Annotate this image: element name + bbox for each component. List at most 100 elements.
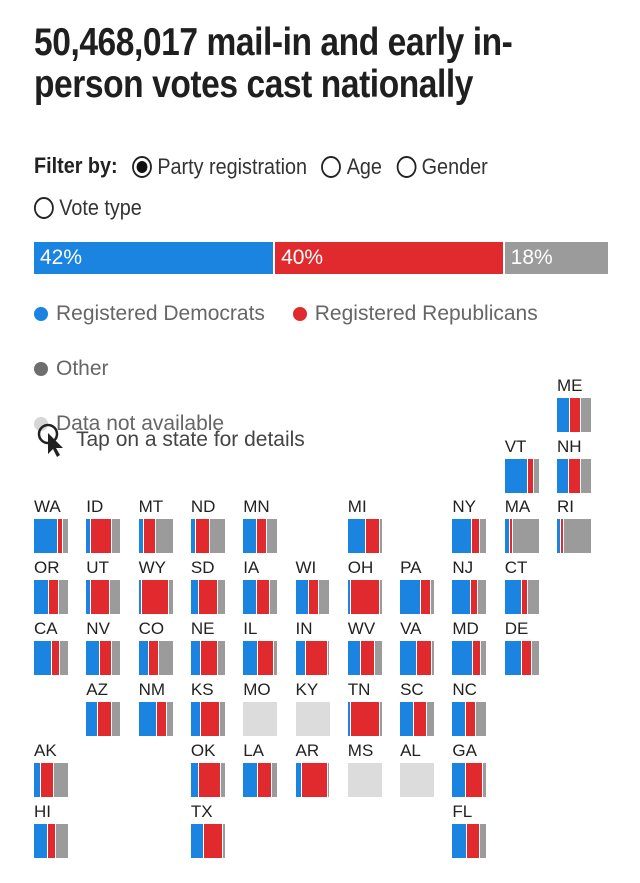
legend-item-not-available: Data not available bbox=[34, 397, 224, 451]
state-tile-ne[interactable]: NE bbox=[190, 619, 231, 675]
state-bar-other bbox=[327, 763, 330, 797]
state-bar-other bbox=[270, 580, 278, 614]
state-tile-az[interactable]: AZ bbox=[86, 680, 126, 736]
national-bar-label: 40% bbox=[281, 246, 324, 269]
state-tile-nd[interactable]: ND bbox=[190, 497, 231, 553]
state-tile-oh[interactable]: OH bbox=[347, 558, 388, 614]
state-label: SD bbox=[190, 558, 215, 577]
state-bar-not-available bbox=[400, 763, 435, 797]
state-tile-ri[interactable]: RI bbox=[557, 497, 597, 553]
state-bar-rep bbox=[509, 519, 514, 553]
filter-option-vote-type[interactable]: Vote type bbox=[34, 188, 142, 228]
state-tile-ks[interactable]: KS bbox=[190, 680, 231, 736]
state-tile-de[interactable]: DE bbox=[504, 619, 545, 675]
state-tile-la[interactable]: LA bbox=[243, 741, 283, 797]
state-tile-nv[interactable]: NV bbox=[86, 619, 126, 675]
filter-option-party[interactable]: Party registration bbox=[132, 147, 307, 187]
state-bar-dem bbox=[295, 763, 303, 797]
state-tile-ny[interactable]: NY bbox=[452, 497, 492, 553]
state-bar bbox=[504, 519, 539, 553]
state-tile-ms[interactable]: MS bbox=[347, 741, 388, 797]
state-label: NV bbox=[86, 619, 110, 638]
state-bar-dem bbox=[400, 641, 418, 675]
state-label: GA bbox=[452, 741, 477, 760]
state-tile-vt[interactable]: VT bbox=[504, 437, 545, 493]
state-tile-nc[interactable]: NC bbox=[452, 680, 492, 736]
state-bar bbox=[190, 519, 225, 553]
state-label: MO bbox=[243, 680, 271, 699]
state-bar bbox=[557, 459, 591, 493]
state-tile-mo[interactable]: MO bbox=[243, 680, 283, 736]
state-tile-me[interactable]: ME bbox=[557, 376, 597, 432]
state-tile-mt[interactable]: MT bbox=[138, 497, 179, 553]
state-tile-ga[interactable]: GA bbox=[452, 741, 492, 797]
state-bar-dem bbox=[190, 702, 202, 736]
state-bar bbox=[347, 519, 382, 553]
legend-item-other: Other bbox=[34, 342, 109, 396]
state-bar-rep bbox=[309, 580, 319, 614]
state-bar-dem bbox=[243, 580, 258, 614]
state-bar bbox=[138, 641, 173, 675]
state-tile-nm[interactable]: NM bbox=[138, 680, 179, 736]
state-bar-rep bbox=[201, 641, 219, 675]
radio-icon[interactable] bbox=[396, 156, 417, 179]
state-tile-il[interactable]: IL bbox=[243, 619, 283, 675]
state-tile-ky[interactable]: KY bbox=[295, 680, 336, 736]
state-tile-al[interactable]: AL bbox=[400, 741, 440, 797]
state-tile-wv[interactable]: WV bbox=[347, 619, 388, 675]
state-tile-in[interactable]: IN bbox=[295, 619, 336, 675]
state-bar-other bbox=[110, 580, 121, 614]
legend-dot-icon bbox=[34, 362, 48, 376]
state-bar-other bbox=[266, 519, 278, 553]
state-tile-ca[interactable]: CA bbox=[34, 619, 74, 675]
state-tile-wy[interactable]: WY bbox=[138, 558, 179, 614]
state-tile-hi[interactable]: HI bbox=[34, 802, 74, 858]
state-bar-dem bbox=[557, 519, 562, 553]
state-label: NH bbox=[557, 437, 582, 456]
state-tile-md[interactable]: MD bbox=[452, 619, 492, 675]
state-bar-dem bbox=[452, 519, 473, 553]
state-tile-ia[interactable]: IA bbox=[243, 558, 283, 614]
state-tile-nj[interactable]: NJ bbox=[452, 558, 492, 614]
state-tile-ar[interactable]: AR bbox=[295, 741, 336, 797]
state-bar bbox=[34, 824, 68, 858]
state-tile-tx[interactable]: TX bbox=[190, 802, 231, 858]
state-tile-tn[interactable]: TN bbox=[347, 680, 388, 736]
state-bar-other bbox=[481, 641, 487, 675]
state-tile-pa[interactable]: PA bbox=[400, 558, 440, 614]
state-bar-rep bbox=[91, 580, 111, 614]
state-tile-mn[interactable]: MN bbox=[243, 497, 283, 553]
tap-hint: Tap on a state for details bbox=[36, 422, 305, 458]
state-label: IA bbox=[243, 558, 260, 577]
state-tile-or[interactable]: OR bbox=[34, 558, 74, 614]
state-tile-sd[interactable]: SD bbox=[190, 558, 231, 614]
state-bar bbox=[34, 519, 68, 553]
state-tile-ut[interactable]: UT bbox=[86, 558, 126, 614]
filter-option-age[interactable]: Age bbox=[321, 147, 382, 187]
state-tile-wi[interactable]: WI bbox=[295, 558, 336, 614]
radio-checked-icon[interactable] bbox=[132, 156, 152, 179]
state-bar bbox=[452, 824, 487, 858]
state-tile-fl[interactable]: FL bbox=[452, 802, 492, 858]
state-tile-id[interactable]: ID bbox=[86, 497, 126, 553]
state-label: ME bbox=[557, 376, 583, 395]
state-tile-nh[interactable]: NH bbox=[557, 437, 597, 493]
state-tile-ct[interactable]: CT bbox=[504, 558, 545, 614]
state-label: MD bbox=[452, 619, 479, 638]
state-tile-ak[interactable]: AK bbox=[34, 741, 74, 797]
state-tile-va[interactable]: VA bbox=[400, 619, 440, 675]
state-bar-other bbox=[380, 580, 382, 614]
radio-icon[interactable] bbox=[321, 156, 342, 179]
state-bar-other bbox=[476, 702, 487, 736]
state-tile-wa[interactable]: WA bbox=[34, 497, 74, 553]
state-tile-ma[interactable]: MA bbox=[504, 497, 545, 553]
filter-option-gender[interactable]: Gender bbox=[396, 147, 488, 187]
state-tile-ok[interactable]: OK bbox=[190, 741, 231, 797]
state-tile-co[interactable]: CO bbox=[138, 619, 179, 675]
state-bar bbox=[86, 580, 121, 614]
state-bar-dem bbox=[34, 763, 41, 797]
radio-icon[interactable] bbox=[34, 197, 54, 220]
state-tile-sc[interactable]: SC bbox=[400, 680, 440, 736]
state-bar-rep bbox=[465, 763, 483, 797]
state-tile-mi[interactable]: MI bbox=[347, 497, 388, 553]
